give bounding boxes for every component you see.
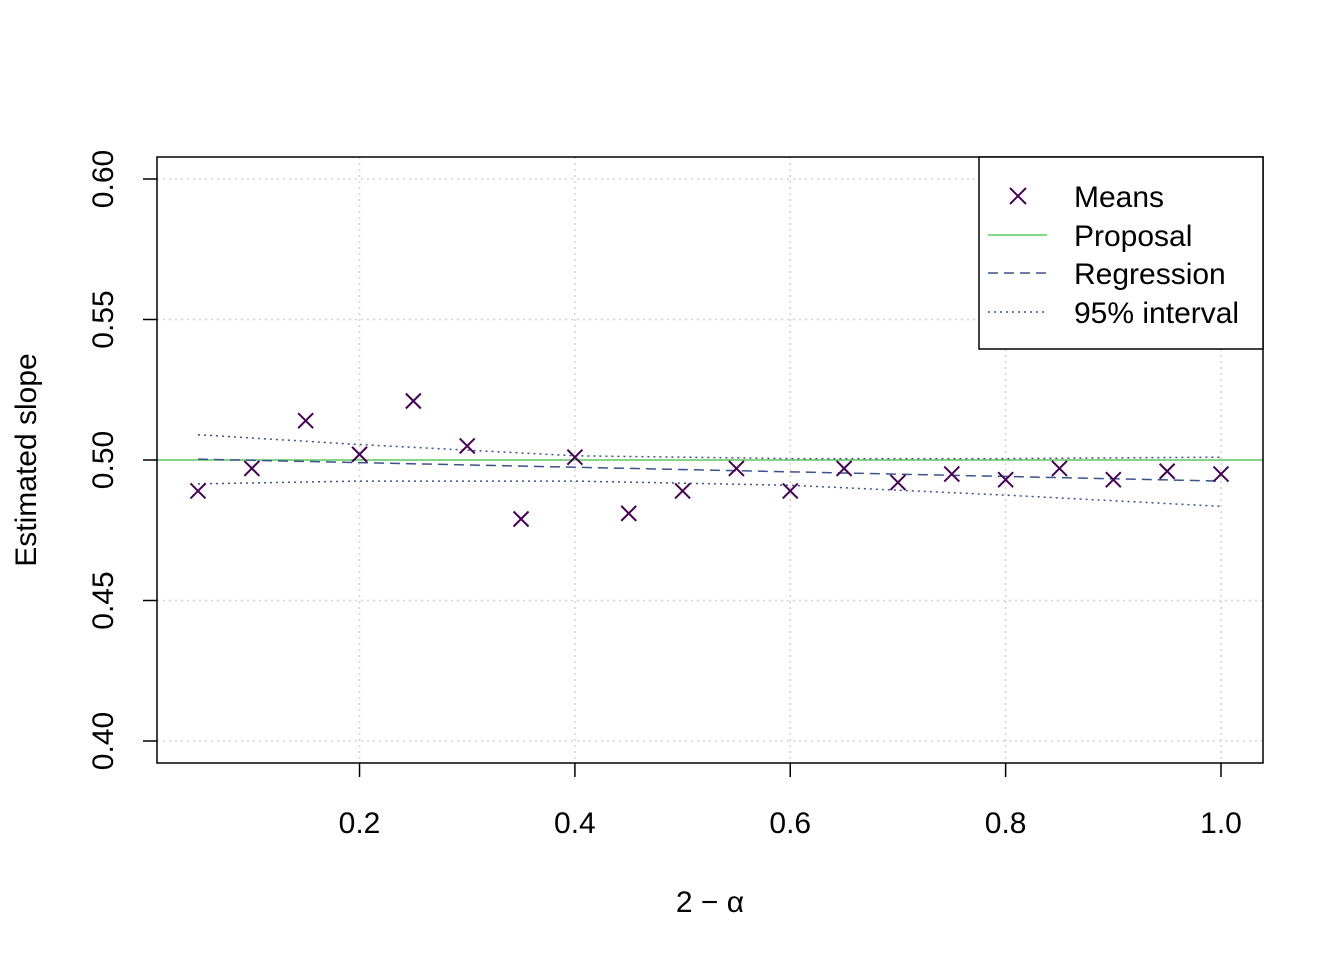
mean-point xyxy=(512,510,530,528)
mean-point xyxy=(674,482,691,500)
y-tick-label: 0.40 xyxy=(87,712,120,770)
x-tick-label: 1.0 xyxy=(1200,807,1242,840)
x-tick-label: 0.4 xyxy=(554,807,596,840)
legend-entry-interval: 95% interval xyxy=(988,297,1239,330)
legend-regression-label: Regression xyxy=(1074,258,1226,291)
mean-point xyxy=(997,471,1014,488)
mean-point xyxy=(405,392,422,410)
mean-point xyxy=(297,412,314,429)
y-tick-label: 0.60 xyxy=(87,150,120,208)
series-lines xyxy=(157,433,1263,508)
interval-upper-line xyxy=(197,433,1222,460)
legend: Means Proposal Regression 95% interval xyxy=(978,156,1264,350)
x-tick-label: 0.2 xyxy=(339,807,381,840)
mean-point xyxy=(835,460,853,477)
mean-point xyxy=(782,482,799,500)
mean-point xyxy=(1212,465,1230,483)
mean-point xyxy=(1105,471,1122,488)
x-tick-label: 0.8 xyxy=(985,807,1027,840)
y-tick-label: 0.50 xyxy=(87,431,120,489)
legend-means-marker xyxy=(1009,187,1027,205)
regression-line xyxy=(197,458,1222,482)
mean-point xyxy=(566,448,584,466)
x-axis: 0.2 0.4 0.6 0.8 1.0 xyxy=(339,763,1242,840)
mean-point xyxy=(189,482,207,500)
y-axis: 0.40 0.45 0.50 0.55 0.60 xyxy=(87,150,157,770)
mean-point xyxy=(728,460,745,477)
mean-point xyxy=(351,446,368,463)
y-tick-label: 0.45 xyxy=(87,571,120,629)
mean-point xyxy=(620,505,637,522)
legend-entry-means: Means xyxy=(1009,181,1164,214)
legend-proposal-label: Proposal xyxy=(1074,220,1192,253)
legend-entry-regression: Regression xyxy=(988,258,1226,291)
y-axis-title: Estimated slope xyxy=(10,353,43,566)
mean-point xyxy=(1158,463,1176,480)
mean-point xyxy=(243,460,261,477)
series-points xyxy=(189,392,1230,528)
interval-lower-line xyxy=(197,480,1222,508)
mean-point xyxy=(943,465,960,483)
mean-point xyxy=(459,437,476,455)
mean-point xyxy=(1051,460,1068,477)
mean-point xyxy=(889,474,907,491)
legend-entry-proposal: Proposal xyxy=(988,220,1192,253)
x-tick-label: 0.6 xyxy=(769,807,811,840)
legend-means-label: Means xyxy=(1074,181,1164,214)
x-axis-title: 2 − α xyxy=(676,886,744,919)
y-tick-label: 0.55 xyxy=(87,290,120,348)
legend-interval-label: 95% interval xyxy=(1074,297,1239,330)
